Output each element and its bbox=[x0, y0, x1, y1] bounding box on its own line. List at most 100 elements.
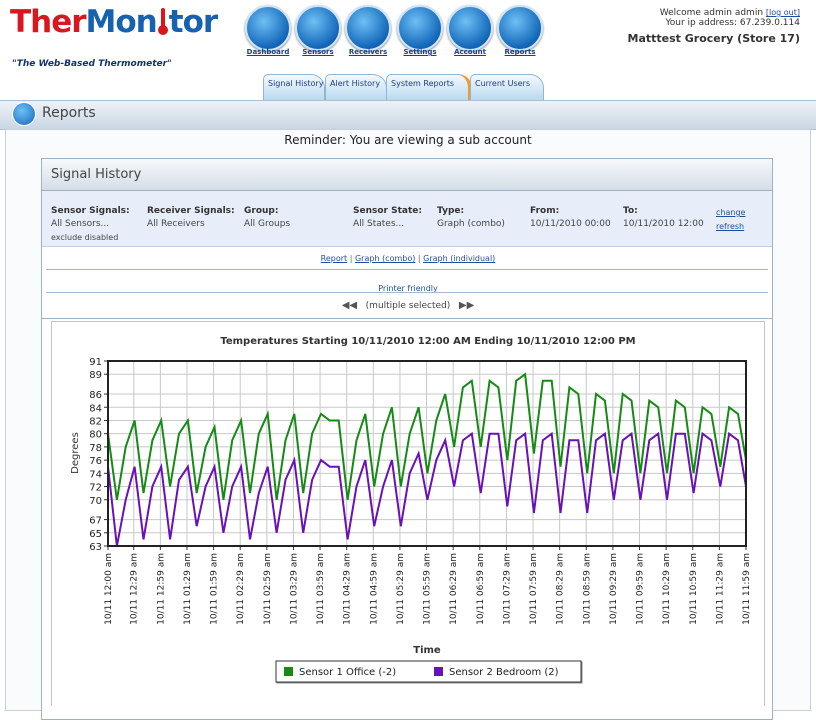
logo: TherMon tor bbox=[10, 4, 218, 40]
filter-value: Graph (combo) bbox=[437, 219, 505, 229]
nav-label[interactable]: Account bbox=[454, 48, 486, 56]
view-link[interactable]: Graph (individual) bbox=[423, 254, 496, 263]
legend-label: Sensor 1 Office (-2) bbox=[299, 667, 396, 678]
nav-icon[interactable] bbox=[397, 5, 443, 51]
legend-swatch bbox=[284, 667, 293, 676]
reports-icon bbox=[12, 102, 36, 126]
x-tick-label: 10/11 11:29 am bbox=[715, 553, 725, 625]
x-tick-label: 10/11 03:59 am bbox=[316, 553, 326, 625]
x-tick-label: 10/11 01:29 am bbox=[183, 553, 193, 625]
filter-label: Receiver Signals: bbox=[147, 206, 235, 216]
tab[interactable]: Alert History bbox=[325, 74, 387, 100]
x-tick-label: 10/11 02:59 am bbox=[263, 553, 273, 625]
panel-header bbox=[42, 159, 772, 191]
divider bbox=[46, 292, 768, 293]
next-button[interactable]: ▶▶ bbox=[458, 300, 475, 311]
title-bar bbox=[0, 100, 816, 130]
tab[interactable]: Current Users bbox=[470, 74, 544, 100]
nav-icon[interactable] bbox=[447, 5, 493, 51]
filter-label: Group: bbox=[244, 206, 279, 216]
user-info: Welcome admin admin [log out] Your ip ad… bbox=[628, 8, 800, 50]
page: TherMon tor "The Web-Based Thermometer" W… bbox=[0, 4, 816, 720]
filter-label: Sensor State: bbox=[353, 206, 422, 216]
x-tick-label: 10/11 06:59 am bbox=[476, 553, 486, 625]
y-tick-label: 78 bbox=[89, 443, 102, 454]
x-tick-label: 10/11 12:29 am bbox=[130, 553, 140, 625]
nav-label[interactable]: Settings bbox=[403, 48, 437, 56]
page-title: Reports bbox=[42, 105, 96, 121]
nav-label[interactable]: Reports bbox=[504, 48, 536, 56]
nav-label[interactable]: Dashboard bbox=[246, 48, 290, 56]
selection: (multiple selected) bbox=[365, 301, 451, 311]
thermometer-icon bbox=[157, 8, 168, 35]
change-link[interactable]: change bbox=[716, 208, 746, 217]
y-tick-label: 82 bbox=[89, 416, 102, 427]
store: Matttest Grocery (Store 17) bbox=[627, 32, 800, 45]
y-tick-label: 65 bbox=[89, 529, 102, 540]
divider bbox=[42, 318, 772, 319]
filter-label: Type: bbox=[437, 206, 465, 216]
chart: Temperatures Starting 10/11/2010 12:00 A… bbox=[51, 321, 765, 706]
logo-part: tor bbox=[168, 4, 218, 40]
x-tick-label: 10/11 12:00 am bbox=[104, 553, 114, 625]
x-tick-label: 10/11 10:29 am bbox=[662, 553, 672, 625]
x-tick-label: 10/11 10:59 am bbox=[689, 553, 699, 625]
logo-part: Mon bbox=[85, 4, 158, 40]
nav-icon[interactable] bbox=[295, 5, 341, 51]
view-link[interactable]: Report bbox=[320, 254, 348, 263]
y-tick-label: 63 bbox=[89, 542, 102, 553]
x-tick-label: 10/11 04:29 am bbox=[343, 553, 353, 625]
tab[interactable]: Signal History bbox=[263, 74, 325, 100]
x-axis-label: Time bbox=[413, 645, 441, 656]
filter-label: Sensor Signals: bbox=[51, 206, 130, 216]
exclude-note: exclude disabled bbox=[51, 233, 119, 242]
x-tick-label: 10/11 12:59 am bbox=[156, 553, 166, 625]
logo-part: Ther bbox=[10, 4, 87, 40]
printer-link[interactable]: Printer friendly bbox=[378, 284, 438, 293]
x-tick-label: 10/11 07:29 am bbox=[502, 553, 512, 625]
y-tick-label: 74 bbox=[89, 469, 102, 480]
y-tick-label: 80 bbox=[89, 430, 102, 441]
x-tick-label: 10/11 11:59 am bbox=[742, 553, 752, 625]
filter-area bbox=[42, 191, 772, 247]
x-tick-label: 10/11 08:59 am bbox=[582, 553, 592, 625]
logout-link[interactable]: [log out] bbox=[765, 8, 800, 17]
x-tick-label: 10/11 05:29 am bbox=[396, 553, 406, 625]
y-tick-label: 70 bbox=[89, 496, 102, 507]
x-tick-label: 10/11 02:29 am bbox=[236, 553, 246, 625]
y-tick-label: 84 bbox=[89, 403, 102, 414]
filter-value: All Receivers bbox=[147, 219, 205, 229]
x-tick-label: 10/11 04:59 am bbox=[369, 553, 379, 625]
nav-icon[interactable] bbox=[345, 5, 391, 51]
nav-label[interactable]: Sensors bbox=[302, 48, 334, 56]
y-tick-label: 91 bbox=[89, 357, 102, 368]
chart-title: Temperatures Starting 10/11/2010 12:00 A… bbox=[220, 336, 635, 347]
x-tick-label: 10/11 03:29 am bbox=[289, 553, 299, 625]
filter-value: All States... bbox=[353, 219, 405, 229]
y-tick-label: 72 bbox=[89, 483, 102, 494]
filter-label: To: bbox=[623, 206, 638, 216]
filter-value: 10/11/2010 00:00 bbox=[530, 219, 611, 229]
prev-button[interactable]: ◀◀ bbox=[341, 300, 358, 311]
nav-icon[interactable] bbox=[497, 5, 543, 51]
selection-row: ◀◀ (multiple selected) ▶▶ bbox=[0, 300, 816, 311]
x-tick-label: 10/11 08:29 am bbox=[556, 553, 566, 625]
nav-icon[interactable] bbox=[245, 5, 291, 51]
view-link[interactable]: Graph (combo) bbox=[354, 254, 416, 263]
nav-label[interactable]: Receivers bbox=[348, 48, 388, 56]
plot-frame bbox=[107, 360, 747, 547]
tagline: "The Web-Based Thermometer" bbox=[12, 59, 172, 69]
y-tick-label: 86 bbox=[89, 390, 102, 401]
refresh-link[interactable]: refresh bbox=[716, 222, 745, 231]
panel-title: Signal History bbox=[51, 167, 142, 182]
reminder: Reminder: You are viewing a sub account bbox=[284, 133, 532, 147]
tab[interactable]: System Reports bbox=[386, 74, 472, 100]
x-tick-label: 10/11 05:59 am bbox=[423, 553, 433, 625]
view-links: Report | Graph (combo) | Graph (individu… bbox=[320, 254, 496, 263]
filter-label: From: bbox=[530, 206, 560, 216]
series-line bbox=[107, 372, 747, 500]
ip: Your ip address: 67.239.0.114 bbox=[665, 18, 800, 28]
printer-row: Printer friendly bbox=[0, 276, 816, 295]
filter-value: All Sensors... bbox=[51, 219, 110, 229]
divider bbox=[46, 269, 768, 270]
